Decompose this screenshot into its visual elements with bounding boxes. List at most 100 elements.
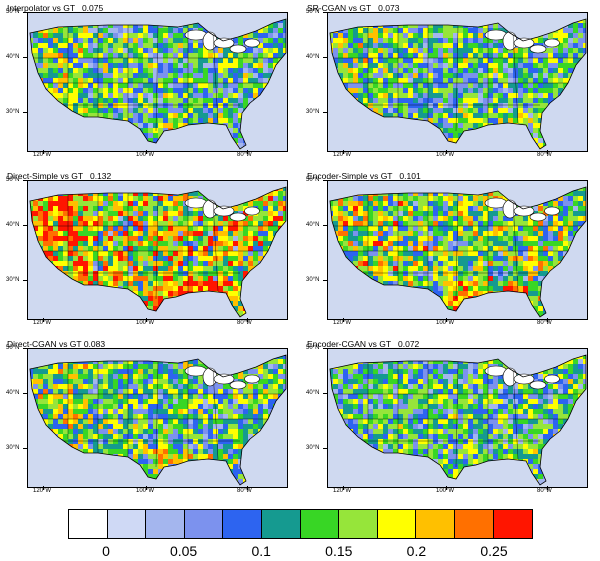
longitude-label: 100°W [436, 488, 455, 494]
latitude-tick [23, 180, 27, 181]
error-map [327, 180, 588, 320]
lake [229, 380, 247, 390]
longitude-tick [343, 318, 344, 322]
state-border [512, 32, 519, 124]
longitude-label: 120°W [33, 152, 52, 158]
latitude-label: 30°N [6, 445, 20, 451]
colorbar-label: 0.1 [251, 543, 271, 559]
longitude-tick [247, 318, 248, 322]
colorbar-swatch [184, 510, 224, 538]
country-outline [329, 186, 587, 318]
longitude-label: 100°W [136, 488, 155, 494]
longitude-label: 120°W [33, 488, 52, 494]
state-border [512, 368, 519, 460]
colorbar-label: 0.05 [169, 543, 198, 559]
longitude-label: 80°W [537, 320, 552, 326]
latitude-tick [323, 348, 327, 349]
longitude-label: 100°W [436, 320, 455, 326]
state-border [212, 32, 219, 124]
longitude-label: 80°W [237, 152, 252, 158]
colorbar-swatch [223, 510, 262, 538]
latitude-tick [23, 348, 27, 349]
map-panel: Encoder-CGAN vs GT 0.072 50°N 40°N 30°N 120°… [300, 336, 600, 499]
latitude-label: 30°N [306, 445, 320, 451]
map-panel: Encoder-Simple vs GT 0.101 50°N 40°N 30°N 12… [300, 168, 600, 331]
panel-title: Encoder-Simple vs GT 0.101 [307, 171, 421, 181]
lake [529, 380, 547, 390]
latitude-tick [323, 448, 327, 449]
lake [513, 373, 535, 385]
lake [213, 373, 235, 385]
lake [244, 206, 260, 216]
longitude-label: 120°W [333, 320, 352, 326]
colorbar-swatch [69, 510, 108, 538]
map-panel: Direct-CGAN vs GT 0.083 50°N 40°N 30°N 120°W… [0, 336, 300, 499]
latitude-tick [323, 12, 327, 13]
colorbar-swatch [416, 510, 455, 538]
state-border [455, 25, 459, 132]
latitude-label: 30°N [6, 277, 20, 283]
latitude-label: 30°N [306, 277, 320, 283]
error-map [27, 180, 288, 320]
country-outline [29, 354, 287, 486]
lake [544, 38, 560, 48]
longitude-label: 120°W [33, 320, 52, 326]
latitude-label: 40°N [6, 390, 20, 396]
latitude-label: 40°N [306, 222, 320, 228]
longitude-tick [343, 150, 344, 154]
longitude-label: 80°W [537, 152, 552, 158]
latitude-label: 50°N [306, 345, 320, 351]
colorbar-swatch [339, 510, 378, 538]
lake [544, 206, 560, 216]
error-map [327, 12, 588, 152]
error-map [27, 12, 288, 152]
state-border [455, 193, 459, 300]
longitude-tick [547, 318, 548, 322]
lake [229, 44, 247, 54]
lake [244, 374, 260, 384]
latitude-tick [323, 280, 327, 281]
error-map [327, 348, 588, 488]
longitude-label: 120°W [333, 488, 352, 494]
longitude-label: 100°W [436, 152, 455, 158]
longitude-tick [43, 318, 44, 322]
latitude-tick [323, 180, 327, 181]
lake [513, 37, 535, 49]
colorbar-label: 0.15 [325, 543, 353, 559]
longitude-tick [446, 486, 447, 490]
longitude-label: 100°W [136, 320, 155, 326]
lake [213, 37, 235, 49]
latitude-label: 50°N [6, 345, 20, 351]
latitude-tick [23, 280, 27, 281]
lake [229, 212, 247, 222]
longitude-tick [146, 150, 147, 154]
map-panel: Direct-Simple vs GT 0.132 50°N 40°N 30°N 120… [0, 168, 300, 331]
lake [529, 212, 547, 222]
latitude-label: 40°N [306, 54, 320, 60]
longitude-tick [547, 486, 548, 490]
latitude-label: 50°N [6, 9, 20, 15]
latitude-label: 30°N [6, 109, 20, 115]
latitude-tick [23, 112, 27, 113]
panel-title: Direct-CGAN vs GT 0.083 [7, 339, 106, 349]
latitude-tick [323, 393, 327, 394]
panel-title: SR-CGAN vs GT 0.073 [307, 3, 400, 13]
longitude-tick [247, 486, 248, 490]
state-border [212, 200, 219, 292]
state-border [212, 368, 219, 460]
longitude-tick [43, 486, 44, 490]
country-outline [29, 18, 287, 150]
state-border [155, 25, 159, 132]
panel-title: Direct-Simple vs GT 0.132 [7, 171, 112, 181]
map-panel: SR-CGAN vs GT 0.073 50°N 40°N 30°N 120°W 100°… [300, 0, 600, 163]
colorbar-label: 0 [102, 543, 110, 559]
latitude-tick [23, 57, 27, 58]
lake [244, 38, 260, 48]
colorbar-swatch [454, 510, 494, 538]
colorbar-label: 0.25 [480, 543, 508, 559]
latitude-label: 50°N [306, 9, 320, 15]
country-outline [29, 186, 287, 318]
panel-title: Interpolator vs GT 0.075 [7, 3, 104, 13]
longitude-tick [446, 318, 447, 322]
latitude-tick [23, 12, 27, 13]
